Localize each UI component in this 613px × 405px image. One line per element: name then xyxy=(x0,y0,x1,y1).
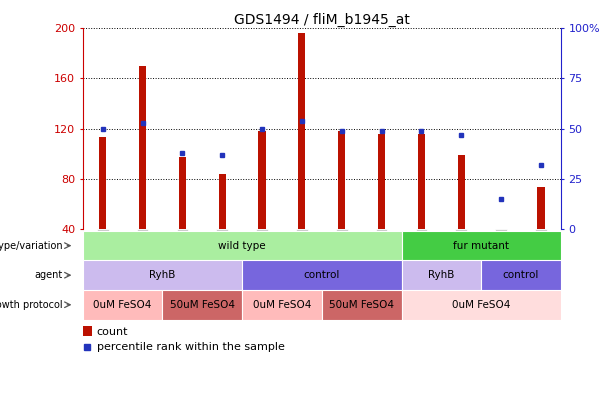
FancyBboxPatch shape xyxy=(242,260,402,290)
Text: control: control xyxy=(503,270,539,280)
Bar xyxy=(179,158,186,229)
FancyBboxPatch shape xyxy=(402,290,561,320)
FancyBboxPatch shape xyxy=(83,231,402,260)
Text: RyhB: RyhB xyxy=(428,270,455,280)
Bar xyxy=(219,174,226,229)
Bar xyxy=(99,137,106,229)
Bar xyxy=(538,188,544,229)
Text: 0uM FeSO4: 0uM FeSO4 xyxy=(452,300,511,310)
Text: RyhB: RyhB xyxy=(149,270,176,280)
Text: count: count xyxy=(97,327,128,337)
Bar xyxy=(139,66,146,229)
FancyBboxPatch shape xyxy=(162,290,242,320)
Text: agent: agent xyxy=(34,270,63,280)
Text: control: control xyxy=(303,270,340,280)
Text: 50uM FeSO4: 50uM FeSO4 xyxy=(329,300,394,310)
Text: growth protocol: growth protocol xyxy=(0,300,63,310)
Bar xyxy=(83,326,92,336)
Bar xyxy=(299,33,305,229)
Bar xyxy=(338,131,345,229)
Title: GDS1494 / fliM_b1945_at: GDS1494 / fliM_b1945_at xyxy=(234,13,409,27)
FancyBboxPatch shape xyxy=(481,260,561,290)
Text: 50uM FeSO4: 50uM FeSO4 xyxy=(170,300,235,310)
FancyBboxPatch shape xyxy=(83,260,242,290)
FancyBboxPatch shape xyxy=(402,260,481,290)
FancyBboxPatch shape xyxy=(242,290,322,320)
FancyBboxPatch shape xyxy=(322,290,402,320)
Bar xyxy=(378,134,385,229)
Text: fur mutant: fur mutant xyxy=(453,241,509,251)
Bar xyxy=(418,134,425,229)
Text: 0uM FeSO4: 0uM FeSO4 xyxy=(93,300,152,310)
FancyBboxPatch shape xyxy=(402,231,561,260)
Bar xyxy=(458,155,465,229)
Text: genotype/variation: genotype/variation xyxy=(0,241,63,251)
Text: 0uM FeSO4: 0uM FeSO4 xyxy=(253,300,311,310)
FancyBboxPatch shape xyxy=(83,290,162,320)
Text: percentile rank within the sample: percentile rank within the sample xyxy=(97,342,284,352)
Text: wild type: wild type xyxy=(218,241,266,251)
Bar xyxy=(259,131,265,229)
